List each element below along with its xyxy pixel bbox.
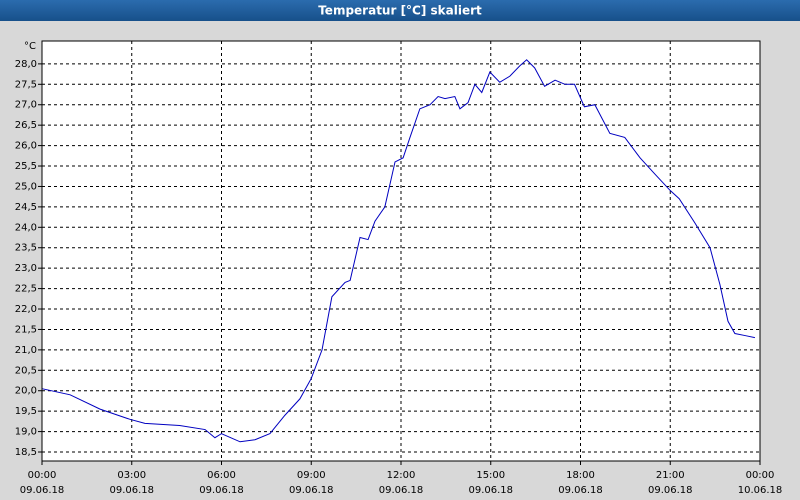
x-tick-date: 09.06.18 (648, 485, 693, 496)
y-tick-label: 28,0 (15, 59, 37, 70)
y-tick-label: 26,5 (15, 120, 37, 131)
y-tick-label: 20,0 (15, 386, 37, 397)
y-tick-label: 20,5 (15, 365, 37, 376)
y-tick-label: 21,0 (15, 345, 37, 356)
x-tick-label: 18:00 (566, 470, 595, 481)
y-tick-label: 19,0 (15, 427, 37, 438)
y-tick-label: 18,5 (15, 447, 37, 458)
line-series (41, 59, 756, 443)
x-tick-label: 12:00 (387, 470, 416, 481)
y-tick-label: 19,5 (15, 406, 37, 417)
plot-border (41, 40, 761, 462)
x-tick-label: 09:00 (297, 470, 326, 481)
y-tick-label: 27,0 (15, 100, 37, 111)
x-tick-date: 09.06.18 (109, 485, 154, 496)
x-tick-date: 10.06.18 (738, 485, 783, 496)
x-tick-date: 09.06.18 (379, 485, 424, 496)
x-tick-label: 00:00 (28, 470, 57, 481)
x-tick-date: 09.06.18 (199, 485, 244, 496)
x-tick-label: 15:00 (476, 470, 505, 481)
y-tick-label: 27,5 (15, 79, 37, 90)
y-unit: °C (24, 41, 36, 52)
y-tick-label: 24,0 (15, 222, 37, 233)
y-tick-label: 26,0 (15, 141, 37, 152)
x-tick-date: 09.06.18 (20, 485, 65, 496)
y-tick-label: 22,0 (15, 304, 37, 315)
y-tick-label: 23,0 (15, 263, 37, 274)
y-tick-label: 25,5 (15, 161, 37, 172)
y-tick-label: 21,5 (15, 324, 37, 335)
x-tick-label: 00:00 (746, 470, 775, 481)
x-tick-label: 06:00 (207, 470, 236, 481)
y-tick-label: 23,5 (15, 243, 37, 254)
x-tick-date: 09.06.18 (289, 485, 334, 496)
x-tick-date: 09.06.18 (468, 485, 513, 496)
y-tick-label: 22,5 (15, 284, 37, 295)
chart-title: Temperatur [°C] skaliert (318, 4, 482, 18)
title-bar (0, 0, 800, 21)
x-tick-date: 09.06.18 (558, 485, 603, 496)
x-tick-label: 03:00 (117, 470, 146, 481)
x-tick-label: 21:00 (656, 470, 685, 481)
y-tick-label: 24,5 (15, 202, 37, 213)
y-tick-label: 25,0 (15, 181, 37, 192)
